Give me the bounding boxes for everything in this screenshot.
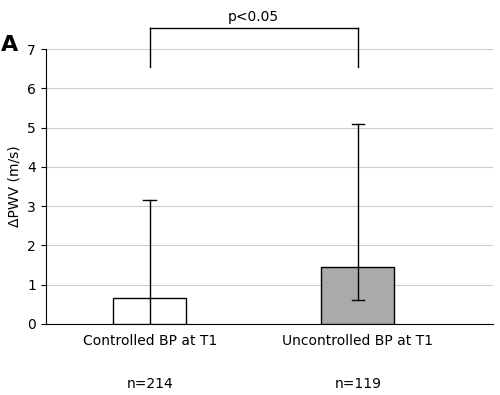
Text: A: A: [1, 36, 18, 55]
Y-axis label: ΔPWV (m/s): ΔPWV (m/s): [8, 146, 22, 228]
Bar: [322, 267, 394, 324]
Text: p<0.05: p<0.05: [228, 10, 280, 24]
Bar: [114, 298, 186, 324]
Text: n=214: n=214: [126, 377, 173, 391]
Text: n=119: n=119: [334, 377, 382, 391]
